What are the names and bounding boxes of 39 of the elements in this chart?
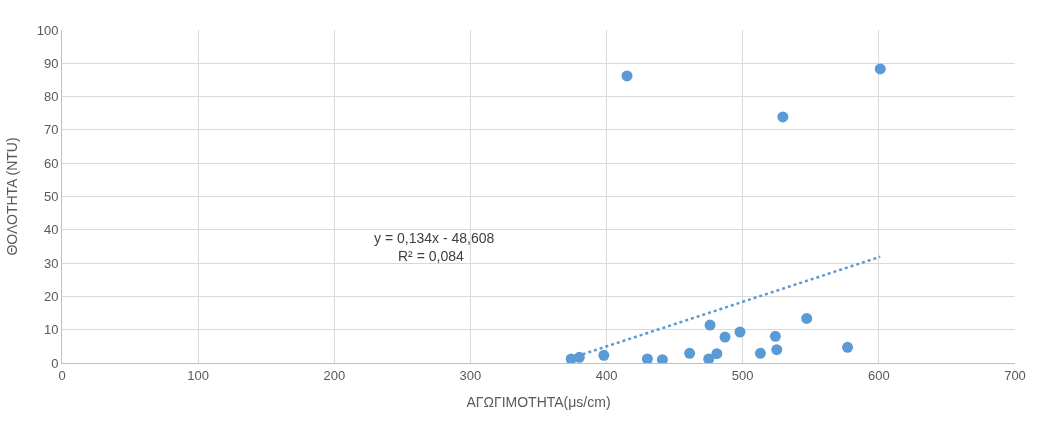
point — [769, 330, 781, 342]
point — [641, 353, 653, 363]
point — [598, 349, 610, 361]
point — [684, 347, 696, 359]
y-tick-label: 20 — [43, 288, 59, 304]
point — [777, 111, 789, 123]
point — [621, 70, 633, 82]
x-tick-label: 300 — [459, 367, 482, 383]
annotation: R² = 0,084 — [398, 248, 464, 264]
x-axis-title: ΑΓΩΓΙΜΟΤΗΤΑ(μs/cm) — [466, 393, 611, 410]
point — [703, 353, 715, 363]
y-tick-label: 90 — [43, 55, 59, 71]
y-axis-title: ΘΟΛΟΤΗΤΑ (NTU) — [4, 137, 21, 256]
x-tick-label: 100 — [187, 367, 209, 383]
y-tick-label: 40 — [43, 222, 59, 238]
y-tick-label: 80 — [43, 89, 59, 105]
y-tick-label: 100 — [36, 22, 59, 38]
point — [711, 348, 723, 360]
point — [734, 326, 746, 338]
annotation: y = 0,134x - 48,608 — [374, 230, 495, 246]
y-tick-label: 50 — [43, 189, 59, 205]
point — [801, 312, 813, 324]
y-tick-label: 10 — [43, 322, 59, 338]
x-tick-label: 700 — [1004, 367, 1026, 383]
point — [704, 319, 716, 331]
x-tick-label: 200 — [323, 367, 346, 383]
y-tick-label: 0 — [51, 355, 59, 371]
y-tick-label: 70 — [43, 122, 59, 138]
point — [874, 63, 886, 75]
x-tick-label: 400 — [595, 367, 618, 383]
point — [754, 347, 766, 359]
x-tick-label: 500 — [731, 367, 754, 383]
point — [656, 354, 668, 363]
point — [842, 341, 854, 353]
x-tick-label: 600 — [868, 367, 890, 383]
point — [719, 331, 731, 343]
y-tick-label: 60 — [43, 155, 59, 171]
point — [771, 344, 783, 356]
y-tick-label: 30 — [43, 255, 59, 271]
